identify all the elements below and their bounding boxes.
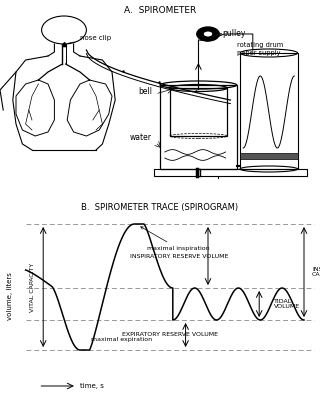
Text: paper supply: paper supply xyxy=(237,50,280,56)
Bar xyxy=(154,169,307,176)
Bar xyxy=(240,153,298,159)
Text: water: water xyxy=(130,133,152,142)
Bar xyxy=(160,85,237,169)
Text: maximal inspiration: maximal inspiration xyxy=(141,227,210,251)
Bar xyxy=(170,88,227,136)
Text: EXPIRATORY RESERVE VOLUME: EXPIRATORY RESERVE VOLUME xyxy=(122,332,218,338)
Text: B.  SPIROMETER TRACE (SPIROGRAM): B. SPIROMETER TRACE (SPIROGRAM) xyxy=(81,203,239,212)
Circle shape xyxy=(203,31,213,37)
Text: VITAL CAPACITY: VITAL CAPACITY xyxy=(29,262,35,312)
Text: rotating drum: rotating drum xyxy=(237,42,283,48)
Bar xyxy=(240,53,298,169)
Text: time, s: time, s xyxy=(80,383,104,389)
Text: maximal expiration: maximal expiration xyxy=(91,337,152,342)
Text: nose clip: nose clip xyxy=(67,35,111,44)
Text: volume, liters: volume, liters xyxy=(7,272,12,320)
Text: pulley: pulley xyxy=(222,28,246,38)
Text: INSPIRATORY
CAPACITY: INSPIRATORY CAPACITY xyxy=(312,266,320,278)
Text: bell: bell xyxy=(138,87,152,96)
Text: TIDAL
VOLUME: TIDAL VOLUME xyxy=(274,298,300,310)
Text: A.  SPIROMETER: A. SPIROMETER xyxy=(124,6,196,15)
Text: INSPIRATORY RESERVE VOLUME: INSPIRATORY RESERVE VOLUME xyxy=(130,254,228,258)
Circle shape xyxy=(197,27,219,41)
